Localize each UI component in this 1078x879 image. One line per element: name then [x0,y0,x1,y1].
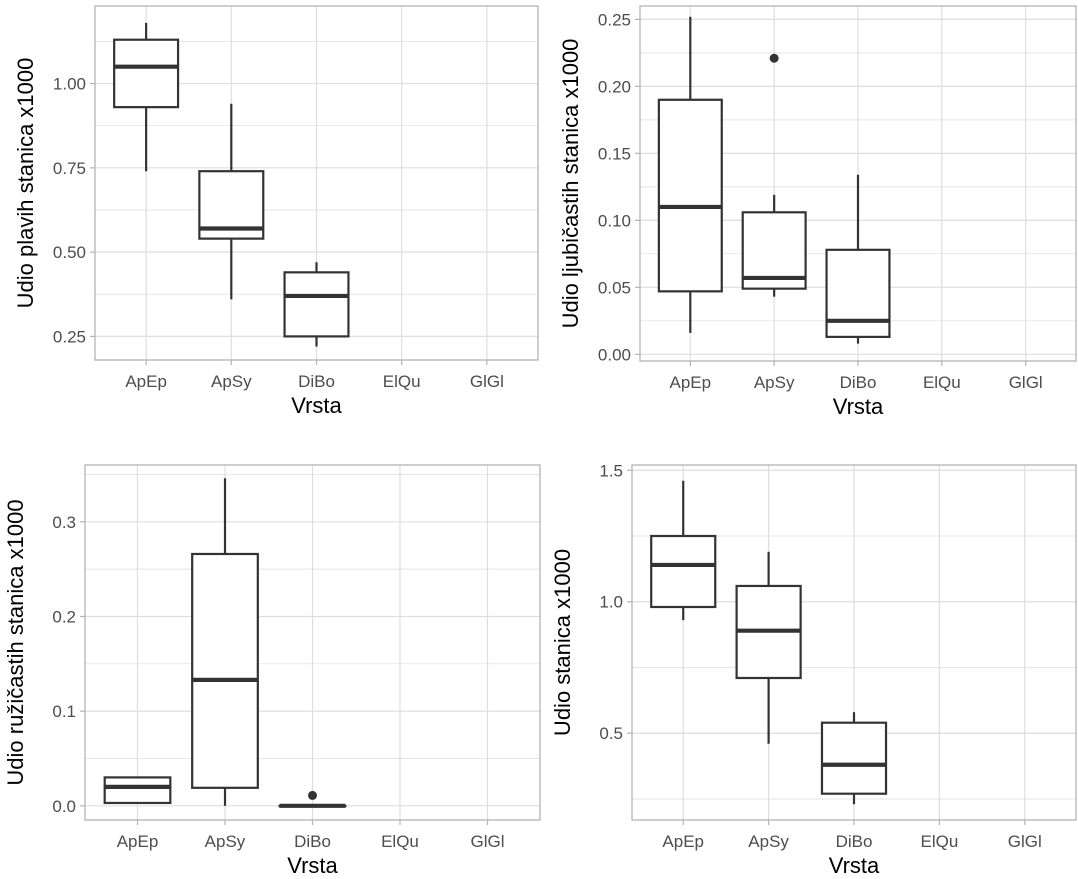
chart-panel-1: 0.25 0.50 0.75 1.00 ApEp ApSy DiBo ElQu GlGl Vrst… [13,5,539,418]
box-apep [103,776,172,805]
panel-border [84,464,541,821]
panel-border [94,5,539,361]
y-tick-label: 0.25 [53,327,86,346]
x-axis-title: Vrsta [287,853,338,878]
chart-panel-3: 0.0 0.1 0.2 0.3 ApEp ApSy DiBo ElQu GlGl Vrsta Udi… [3,464,541,878]
box-apep [657,16,723,333]
box-iqr [283,271,350,338]
box-dibo [278,790,347,808]
y-tick-label: 0.00 [598,345,631,364]
outlier-point [769,53,779,63]
x-tick-label: ApSy [205,832,246,851]
x-tick-label: GlGl [471,832,505,851]
y-tick-label: 0.0 [52,797,76,816]
x-tick-label: DiBo [840,373,877,392]
x-tick-label: ElQu [381,832,419,851]
box-dibo [825,174,891,344]
x-tick-label: GlGl [1008,832,1042,851]
y-tick-label: 0.25 [598,10,631,29]
box-apep [650,480,717,621]
box-apsy [191,478,259,806]
box-iqr [820,721,888,795]
box-apsy [735,551,802,744]
x-tick-label: DiBo [298,372,335,391]
x-tick-label: ApEp [662,832,704,851]
x-tick-label: ElQu [383,372,421,391]
x-tick-label: ElQu [920,832,958,851]
box-iqr [650,534,717,609]
y-tick-label: 0.20 [598,77,631,96]
box-dibo [283,262,350,347]
y-tick-label: 1.5 [599,461,623,480]
box-iqr [191,552,259,789]
box-apsy [198,103,265,300]
y-axis-title: Udio ružičastih stanica x1000 [3,499,28,785]
y-tick-label: 0.05 [598,278,631,297]
box-iqr [103,776,172,805]
box-iqr [113,38,180,109]
chart-panel-4: 0.5 1.0 1.5 ApEp ApSy DiBo ElQu GlGl Vrsta Udio s… [550,461,1077,878]
outlier-point [308,790,317,800]
x-axis-title: Vrsta [291,393,342,418]
panel-border [639,5,1077,362]
y-axis-title: Udio ljubičastih stanica x1000 [558,39,583,329]
x-axis-title: Vrsta [829,853,880,878]
x-tick-label: ApSy [748,832,789,851]
y-axis-title: Udio plavih stanica x1000 [13,58,38,309]
box-apsy [741,53,807,297]
y-tick-label: 0.75 [53,159,86,178]
box-iqr [825,248,891,338]
box-apep [113,22,180,172]
y-tick-label: 1.00 [53,75,86,94]
x-tick-label: ApSy [211,372,252,391]
x-axis-title: Vrsta [833,394,884,419]
y-tick-label: 0.10 [598,211,631,230]
y-tick-label: 0.50 [53,243,86,262]
x-tick-label: DiBo [294,832,331,851]
y-tick-label: 1.0 [599,593,623,612]
x-tick-label: ApSy [754,373,795,392]
y-axis-title: Udio stanica x1000 [550,549,575,736]
x-tick-label: ElQu [923,373,961,392]
x-tick-label: ApEp [670,373,712,392]
panel-border [631,464,1077,821]
y-tick-label: 0.5 [599,724,623,743]
chart-panel-2: 0.00 0.05 0.10 0.15 0.20 0.25 ApEp ApSy DiBo ElQu… [558,5,1077,419]
box-dibo [820,712,888,805]
box-iqr [657,98,723,293]
y-tick-label: 0.3 [52,513,76,532]
x-tick-label: DiBo [836,832,873,851]
x-tick-label: ApEp [125,372,167,391]
x-tick-label: ApEp [117,832,159,851]
x-tick-label: GlGl [470,372,504,391]
y-tick-label: 0.2 [52,607,76,626]
y-tick-label: 0.15 [598,144,631,163]
x-tick-label: GlGl [1009,373,1043,392]
y-tick-label: 0.1 [52,702,76,721]
